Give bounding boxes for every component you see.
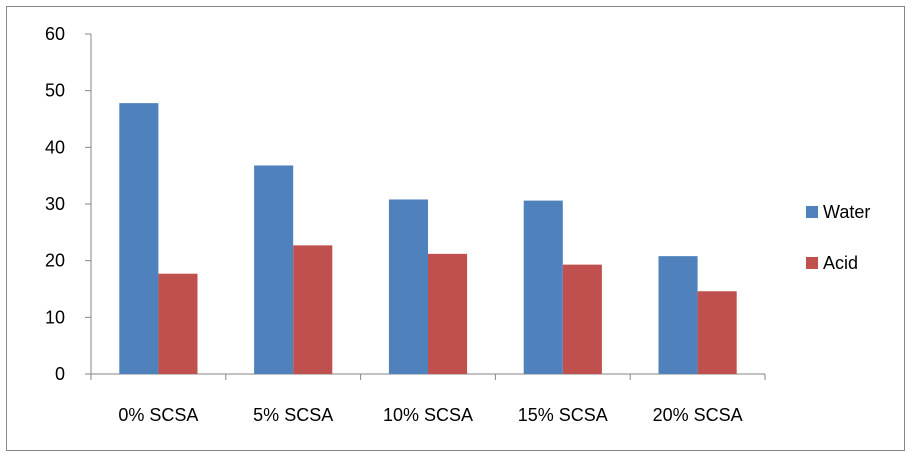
y-tick-label: 40 (45, 137, 65, 157)
legend-swatch-acid (806, 257, 818, 269)
bar-acid (158, 273, 198, 374)
legend-label-acid: Acid (823, 253, 858, 273)
bar-water (388, 199, 428, 374)
bar-acid (428, 253, 468, 374)
bar-acid (697, 291, 737, 374)
legend: Water Acid (806, 202, 870, 273)
bar-water (658, 256, 698, 374)
bar-water (523, 200, 563, 374)
y-axis: 0 10 20 30 40 50 60 (45, 24, 92, 384)
legend-swatch-water (806, 206, 818, 218)
y-tick-label: 50 (45, 81, 65, 101)
x-tick-label: 15% SCSA (518, 405, 608, 425)
x-tick-label: 10% SCSA (383, 405, 473, 425)
bar-water (254, 165, 294, 374)
y-tick-label: 20 (45, 251, 65, 271)
y-tick-label: 0 (55, 364, 65, 384)
x-tick-label: 0% SCSA (118, 405, 198, 425)
bars (119, 103, 737, 374)
y-tick-label: 30 (45, 194, 65, 214)
legend-label-water: Water (823, 202, 870, 222)
y-tick-label: 10 (45, 307, 65, 327)
x-axis: 0% SCSA 5% SCSA 10% SCSA 15% SCSA 20% SCSA (90, 373, 766, 425)
bar-acid (293, 245, 333, 374)
bar-water (119, 103, 159, 374)
bar-acid (562, 264, 602, 374)
x-tick-label: 5% SCSA (253, 405, 333, 425)
x-tick-label: 20% SCSA (653, 405, 743, 425)
y-tick-label: 60 (45, 24, 65, 44)
